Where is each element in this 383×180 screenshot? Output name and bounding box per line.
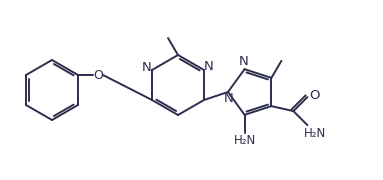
Text: O: O: [93, 69, 103, 82]
Text: H₂N: H₂N: [304, 127, 327, 140]
Text: O: O: [309, 89, 320, 102]
Text: N: N: [204, 60, 214, 73]
Text: N: N: [142, 60, 152, 73]
Text: H₂N: H₂N: [234, 134, 256, 147]
Text: N: N: [239, 55, 249, 68]
Text: N: N: [224, 91, 234, 105]
